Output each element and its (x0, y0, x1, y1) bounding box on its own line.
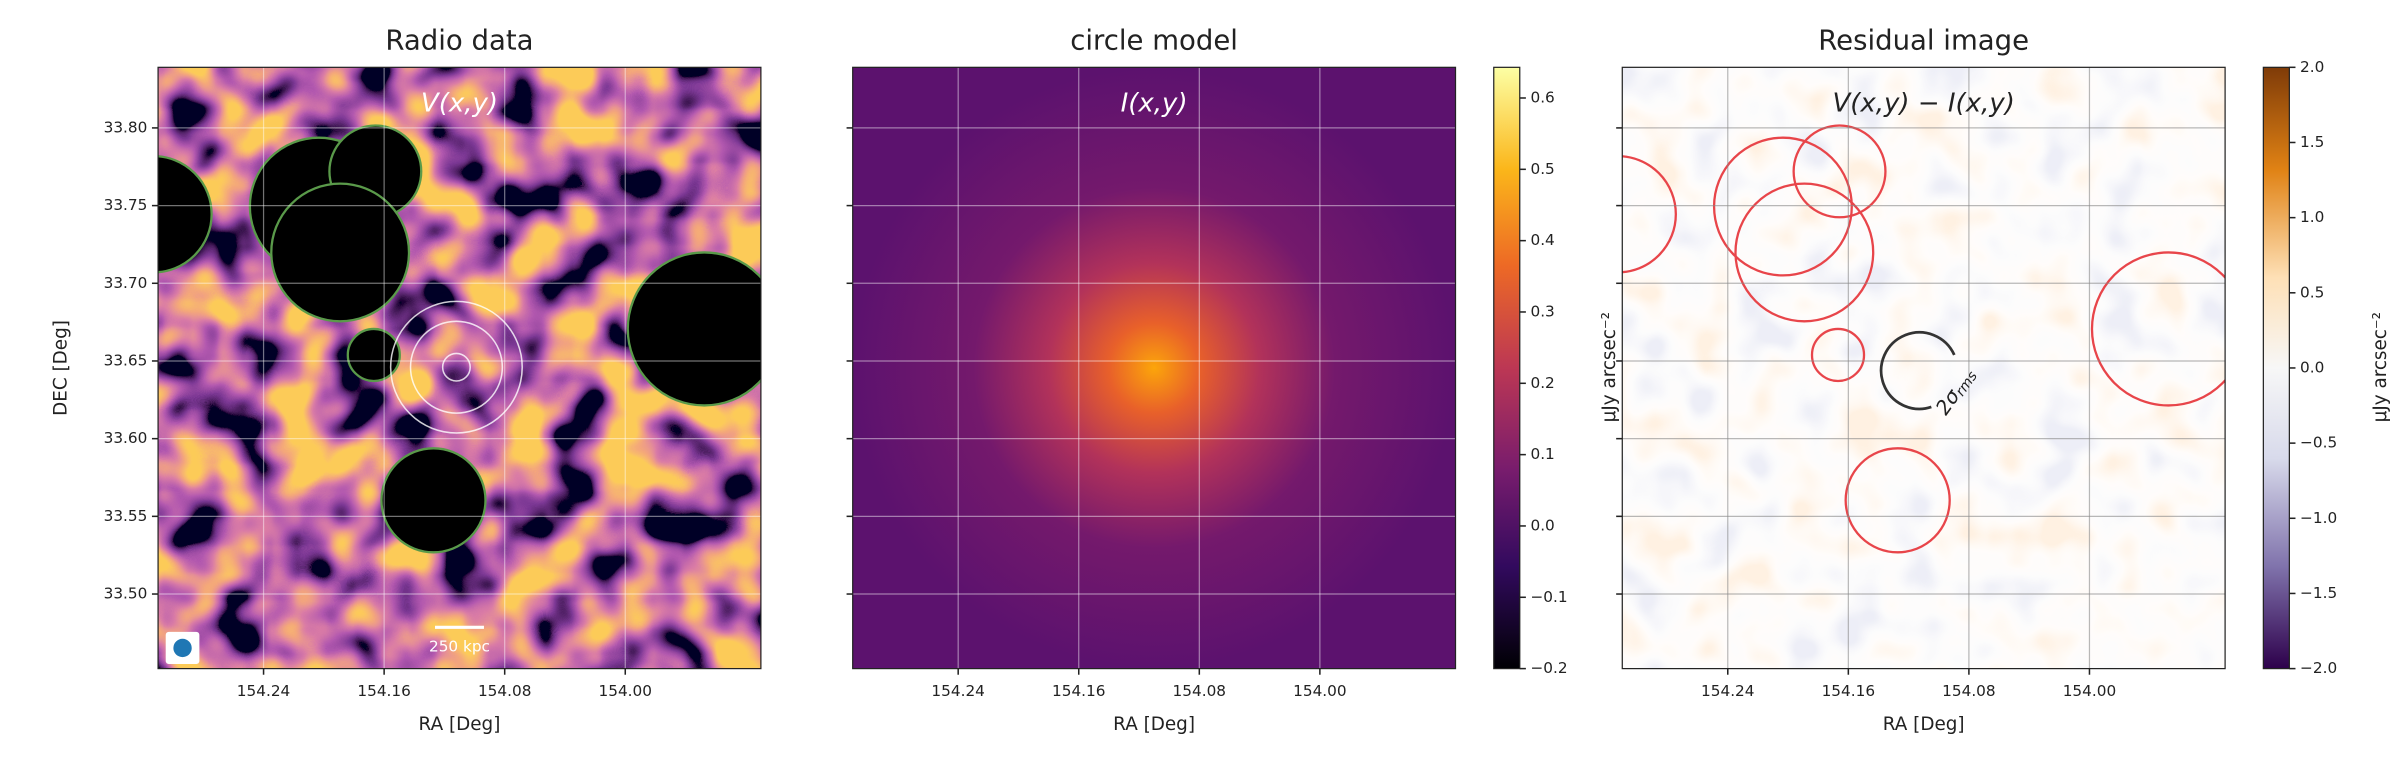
sigma-arc (1879, 331, 1956, 411)
y-tick-label: 33.80 (104, 118, 148, 136)
colorbar-label: μJy arcsec⁻² (1599, 312, 1620, 422)
x-axis-label: RA [Deg] (419, 714, 501, 735)
scale-bar-label: 250 kpc (429, 638, 490, 656)
panel-frame (1621, 66, 2226, 670)
panel-frame (157, 66, 762, 670)
panel: 154.24 154.16 154.08 154.00 Residual image V(… (1616, 24, 2391, 735)
y-axis-label: DEC [Deg] (51, 320, 72, 416)
y-tick-label: 33.50 (104, 585, 148, 603)
mask-region (380, 447, 487, 554)
x-tick-label: 154.08 (1942, 682, 1995, 700)
panel-title: Residual image (1818, 24, 2029, 56)
y-tick-label: 33.60 (104, 429, 148, 447)
mask-region (270, 182, 411, 323)
mask-region (158, 155, 213, 274)
target-ring (409, 320, 504, 414)
y-tick-label: 33.75 (104, 196, 148, 214)
x-axis-label: RA [Deg] (1883, 714, 1965, 735)
x-tick-label: 154.16 (1822, 682, 1875, 700)
mask-region (1844, 447, 1951, 554)
x-tick-label: 154.00 (1293, 682, 1346, 700)
model-image (852, 67, 1456, 669)
colorbar-tick-label: −0.1 (1530, 588, 1567, 606)
y-tick-label: 33.70 (104, 274, 148, 292)
mask-region (2090, 251, 2226, 407)
masks (1622, 124, 2226, 554)
colorbar-tick-label: 0.3 (1530, 302, 1554, 320)
colorbar-label: μJy arcsec⁻² (2370, 312, 2391, 422)
mask-region (346, 327, 401, 383)
colorbar (2262, 66, 2290, 670)
panel-annotation: V(x,y) − I(x,y) (1832, 89, 2014, 119)
target-ring (389, 300, 523, 434)
colorbar-tick-label: 1.0 (2300, 208, 2324, 226)
colorbar-tick-label: 0.4 (1530, 231, 1554, 249)
colorbar-tick-label: 0.6 (1530, 88, 1554, 106)
x-tick-label: 154.00 (599, 682, 652, 700)
x-tick-label: 154.24 (237, 682, 290, 700)
colorbar-tick-label: 0.0 (1530, 516, 1554, 534)
beam (173, 638, 192, 658)
colorbar-tick-label: −0.2 (1530, 659, 1567, 677)
x-tick-label: 154.00 (2063, 682, 2116, 700)
panel-title: circle model (1070, 24, 1238, 56)
panel: 154.24 154.16 154.08 154.00 circle model I(x,… (846, 24, 1620, 735)
masks (158, 124, 761, 554)
panel: 154.24 154.16 154.08 154.00 33.50 33.55 33.60 3… (51, 24, 762, 735)
mask-region (1712, 136, 1853, 277)
colorbar-tick-label: 2.0 (2300, 58, 2324, 76)
panel-title: Radio data (385, 24, 533, 56)
x-tick-label: 154.16 (357, 682, 410, 700)
colorbar-tick-label: 1.5 (2300, 133, 2324, 151)
y-tick-label: 33.65 (104, 351, 148, 369)
colorbar-tick-label: 0.0 (2300, 358, 2324, 376)
colorbar-tick-label: 0.2 (1530, 374, 1554, 392)
target-ring (441, 352, 471, 382)
colorbar-tick-label: 0.5 (2300, 283, 2324, 301)
x-tick-label: 154.08 (478, 682, 531, 700)
residual-image (1622, 67, 2226, 669)
mask-region (626, 251, 761, 407)
colorbar-tick-label: 0.5 (1530, 160, 1554, 178)
x-tick-label: 154.24 (1701, 682, 1754, 700)
colorbar-tick-label: −0.5 (2300, 434, 2337, 452)
mask-region (1622, 155, 1677, 274)
colorbar-tick-label: −1.0 (2300, 509, 2337, 527)
x-tick-label: 154.16 (1052, 682, 1105, 700)
colorbar (1493, 66, 1521, 670)
colorbar-tick-label: −1.5 (2300, 584, 2337, 602)
x-tick-label: 154.08 (1173, 682, 1226, 700)
panel-frame (852, 66, 1457, 670)
panel-annotation: I(x,y) (1121, 89, 1188, 119)
x-axis-label: RA [Deg] (1113, 714, 1195, 735)
colorbar-tick-label: 0.1 (1530, 445, 1554, 463)
colorbar-tick-label: −2.0 (2300, 659, 2337, 677)
mask-region (1792, 124, 1887, 219)
y-tick-label: 33.55 (104, 507, 148, 525)
mask-region (1810, 327, 1866, 383)
mask-region (1734, 182, 1875, 323)
panel-annotation: V(x,y) (421, 89, 498, 119)
x-tick-label: 154.24 (931, 682, 984, 700)
